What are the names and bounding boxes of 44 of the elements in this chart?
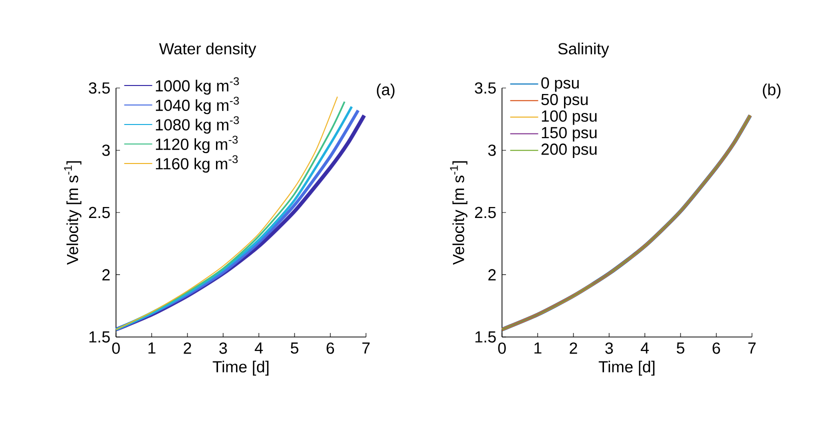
- y-axis-title: Velocity [m s$^{-1}$]: [450, 161, 468, 265]
- y-tick-label: 3.5: [474, 82, 496, 94]
- y-axis-title: Velocity [m s$^{-1}$]: [64, 161, 82, 265]
- x-tick-label: 2: [184, 342, 192, 354]
- x-tick-label: 5: [290, 342, 298, 354]
- y-tick-label: 2.5: [475, 206, 496, 218]
- legend-label: 1000 kg m$^{-3}$: [156, 77, 239, 95]
- y-tick-label: 1.5: [89, 331, 110, 343]
- legend-title: Water density: [159, 42, 256, 58]
- y-tick-label: 1.5: [475, 331, 496, 343]
- legend-label: 1040 kg m$^{-3}$: [156, 96, 239, 114]
- legend-label: 1160 kg m$^{-3}$: [156, 155, 238, 173]
- x-tick-label: 2: [570, 342, 578, 354]
- x-tick-label: 1: [148, 342, 156, 354]
- text: (b): [762, 84, 780, 98]
- x-axis-title: Time [d]: [598, 360, 654, 376]
- x-axis-title: Time [d]: [212, 360, 268, 376]
- y-tick-label: 3: [488, 144, 496, 156]
- x-tick-label: 3: [219, 342, 227, 354]
- text: (a): [376, 84, 394, 98]
- x-tick-label: 4: [254, 342, 263, 354]
- legend-label: 0 psu: [541, 77, 579, 92]
- x-tick-label: 0: [498, 342, 506, 354]
- x-tick-label: 0: [112, 342, 120, 354]
- legend-label: 1080 kg m$^{-3}$: [156, 116, 239, 134]
- y-tick-label: 2: [488, 269, 496, 280]
- x-tick-label: 3: [605, 342, 613, 354]
- x-tick-label: 6: [326, 342, 334, 354]
- legend-label: 50 psu: [541, 94, 588, 108]
- y-tick-label: 2.5: [89, 206, 110, 218]
- x-tick-label: 4: [640, 342, 649, 354]
- x-tick-label: 6: [712, 342, 720, 354]
- legend-label: 150 psu: [542, 126, 597, 142]
- legend-label: 200 psu: [542, 144, 597, 158]
- x-tick-label: 1: [534, 342, 542, 354]
- y-tick-label: 3.5: [88, 82, 110, 94]
- x-tick-label: 7: [362, 342, 370, 354]
- legend-label: 1120 kg m$^{-3}$: [156, 136, 238, 154]
- legend-label: 100 psu: [542, 110, 597, 125]
- x-tick-label: 5: [676, 342, 684, 354]
- y-tick-label: 2: [102, 269, 110, 280]
- x-tick-label: 7: [748, 342, 756, 354]
- legend-title: Salinity: [558, 42, 610, 58]
- y-tick-label: 3: [102, 144, 110, 156]
